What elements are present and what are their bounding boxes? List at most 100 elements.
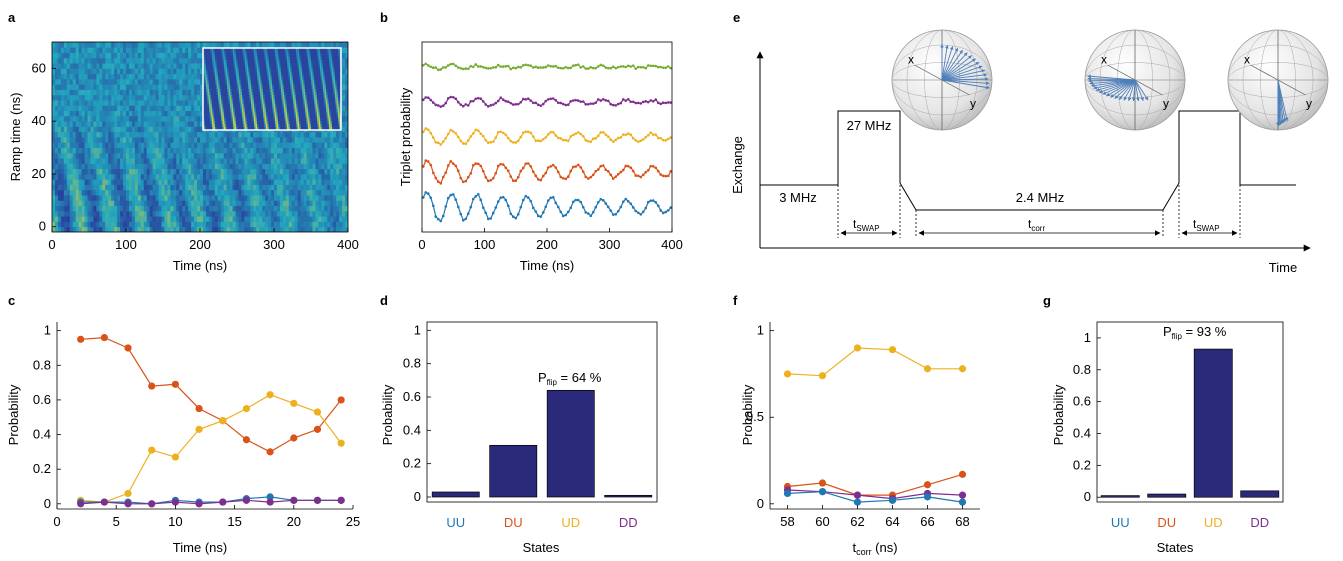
inset-cell <box>249 127 252 130</box>
heatmap-cell <box>268 205 272 212</box>
inset-cell <box>225 118 228 122</box>
heatmap-cell <box>81 142 85 148</box>
inset-cell <box>230 50 232 55</box>
heatmap-cell <box>134 42 139 48</box>
heatmap-cell <box>342 200 346 207</box>
heatmap-cell <box>52 63 56 69</box>
inset-cell <box>261 48 264 52</box>
inset-cell <box>222 106 225 110</box>
inset-cell <box>233 59 235 64</box>
inset-cell <box>216 118 219 122</box>
heatmap-cell <box>123 147 127 154</box>
heatmap-cell <box>312 195 316 201</box>
heatmap-cell <box>262 184 266 191</box>
inset-cell <box>252 53 255 58</box>
heatmap-cell <box>176 200 180 207</box>
heatmap-cell <box>54 121 59 127</box>
heatmap-cell <box>205 210 210 217</box>
heatmap-cell <box>69 147 74 154</box>
inset-cell <box>237 103 240 108</box>
inset-cell <box>234 71 237 75</box>
inset-cell <box>267 80 270 84</box>
inset-cell <box>204 127 207 130</box>
heatmap-cell <box>137 131 142 138</box>
inset-cell <box>255 100 258 105</box>
inset-cell <box>255 127 258 130</box>
heatmap-cell <box>105 89 109 96</box>
inset-cell <box>263 89 265 93</box>
heatmap-cell <box>54 47 59 53</box>
heatmap-cell <box>152 84 156 90</box>
heatmap-cell <box>63 173 68 180</box>
inset-cell <box>207 86 210 90</box>
inset-cell <box>233 106 235 110</box>
heatmap-cell <box>84 84 88 90</box>
heatmap-cell <box>191 210 195 217</box>
heatmap-cell <box>297 205 302 212</box>
heatmap-cell <box>200 121 204 127</box>
heatmap-cell <box>235 163 239 170</box>
heatmap-cell <box>202 205 207 212</box>
inset-cell <box>228 112 231 116</box>
heatmap-cell <box>191 173 195 180</box>
inset-cell <box>240 109 243 113</box>
inset-cell <box>233 100 235 105</box>
heatmap-cell <box>345 173 348 180</box>
heatmap-cell <box>217 142 222 148</box>
heatmap-cell <box>182 137 186 143</box>
heatmap-cell <box>54 63 59 69</box>
heatmap-cell <box>52 100 56 106</box>
heatmap-cell <box>223 137 228 143</box>
heatmap-cell <box>247 142 251 148</box>
heatmap-cell <box>164 200 168 207</box>
heatmap-cell <box>69 52 74 59</box>
heatmap-cell <box>155 142 159 148</box>
heatmap-cell <box>294 158 299 164</box>
heatmap-cell <box>111 163 115 170</box>
heatmap-cell <box>134 52 139 59</box>
heatmap-cell <box>173 226 177 232</box>
heatmap-cell <box>167 216 171 222</box>
inset-cell <box>252 74 255 78</box>
heatmap-cell <box>123 216 127 222</box>
heatmap-cell <box>69 110 74 117</box>
inset-cell <box>230 94 232 99</box>
inset-cell <box>203 89 205 93</box>
heatmap-cell <box>63 200 68 207</box>
inset-cell <box>269 115 271 119</box>
heatmap-cell <box>279 226 284 232</box>
inset-cell <box>243 118 246 122</box>
heatmap-cell <box>330 42 334 48</box>
inset-cell <box>251 68 253 72</box>
inset-cell <box>236 62 238 67</box>
inset-cell <box>218 94 220 99</box>
heatmap-cell <box>312 42 316 48</box>
heatmap-cell <box>143 189 148 196</box>
heatmap-cell <box>111 89 115 96</box>
heatmap-cell <box>271 42 275 48</box>
heatmap-cell <box>191 195 195 201</box>
heatmap-cell <box>271 173 275 180</box>
heatmap-cell <box>297 226 302 232</box>
heatmap-cell <box>78 126 82 133</box>
heatmap-cell <box>191 226 195 232</box>
inset-cell <box>225 62 228 67</box>
heatmap-cell <box>128 126 133 133</box>
inset-cell <box>234 118 237 122</box>
inset-cell <box>234 100 237 105</box>
inset-cell <box>267 91 270 96</box>
heatmap-cell <box>197 121 201 127</box>
inset-cell <box>203 80 205 84</box>
inset-cell <box>233 127 235 130</box>
inset-cell <box>249 68 252 72</box>
heatmap-cell <box>140 68 145 75</box>
inset-cell <box>263 50 265 55</box>
heatmap-cell <box>63 131 68 138</box>
heatmap-cell <box>217 195 222 201</box>
inset-cell <box>248 65 250 69</box>
inset-cell <box>266 80 268 84</box>
heatmap-cell <box>81 115 85 122</box>
heatmap-cell <box>188 78 192 85</box>
heatmap-cell <box>57 210 62 217</box>
inset-cell <box>242 86 244 90</box>
